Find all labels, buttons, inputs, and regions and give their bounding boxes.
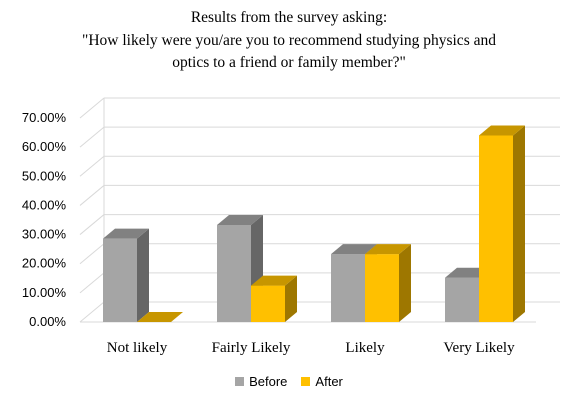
bar-after-side xyxy=(285,275,297,322)
x-category-label: Not likely xyxy=(107,340,168,356)
x-category-label: Fairly Likely xyxy=(212,340,291,356)
bar-after-top xyxy=(479,125,525,136)
chart-title-line-3: optics to a friend or family member?" xyxy=(172,54,406,71)
gridline-depth xyxy=(79,272,105,294)
gridline-depth xyxy=(79,214,105,235)
x-category-label: Likely xyxy=(345,340,385,356)
y-tick-label: 50.00% xyxy=(22,168,67,183)
gridline-depth xyxy=(79,301,105,323)
legend: Before After xyxy=(0,374,578,389)
legend-label-before: Before xyxy=(249,374,288,389)
bar-after-front xyxy=(479,135,513,322)
bar-before-front xyxy=(445,277,479,322)
gridline-depth xyxy=(79,155,105,177)
gridline-depth xyxy=(79,126,105,148)
y-tick-label: 10.00% xyxy=(22,285,67,300)
legend-label-after: After xyxy=(315,374,343,389)
y-tick-label: 0.00% xyxy=(29,314,66,329)
bar-before-front xyxy=(331,254,365,322)
y-tick-label: 20.00% xyxy=(22,256,67,271)
bar-after-top xyxy=(251,275,297,286)
chart-title-line-1: Results from the survey asking: xyxy=(190,9,388,26)
gridline-depth xyxy=(79,243,105,265)
legend-swatch-before xyxy=(235,377,245,386)
legend-item-after: After xyxy=(301,374,343,389)
bar-after-front xyxy=(251,285,285,322)
bar-after-side xyxy=(513,125,525,322)
x-category-label: Very Likely xyxy=(443,340,515,356)
bar-after-side xyxy=(399,244,411,322)
bar-before-front xyxy=(217,224,251,322)
bar-after-top xyxy=(365,244,411,255)
gridline-depth xyxy=(79,97,105,119)
y-tick-label: 30.00% xyxy=(22,227,67,242)
gridline-depth xyxy=(79,185,105,206)
y-tick-label: 40.00% xyxy=(22,197,67,212)
chart-title-line-2: "How likely were you/are you to recommen… xyxy=(82,32,496,49)
y-tick-label: 70.00% xyxy=(22,110,67,125)
bar-after-top xyxy=(137,312,183,322)
bar-before-top xyxy=(331,244,377,255)
y-tick-label: 60.00% xyxy=(22,139,67,154)
bar-before-front xyxy=(103,238,137,322)
bar-after-front xyxy=(365,254,399,322)
legend-item-before: Before xyxy=(235,374,287,389)
bar-before-side xyxy=(137,228,149,322)
legend-swatch-after xyxy=(301,377,311,386)
bar-before-top xyxy=(103,228,149,239)
bar-before-top xyxy=(217,214,263,225)
